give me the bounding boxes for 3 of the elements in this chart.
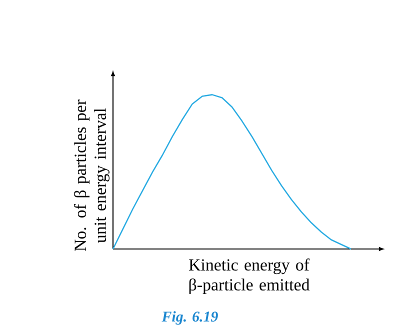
caption: Fig. 6.19 <box>162 311 218 325</box>
y-axis-title: No. of β particles per unit energy interval <box>74 100 110 252</box>
x-axis-title: Kinetic energy of β-particle emitted <box>188 258 310 294</box>
